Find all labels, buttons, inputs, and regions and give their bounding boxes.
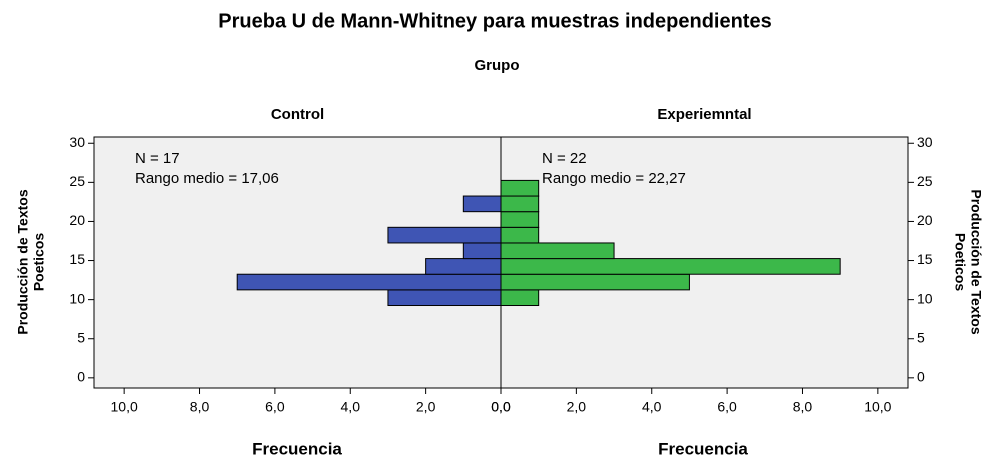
y-tick-label: 10 xyxy=(917,290,933,306)
panel-title: Experiemntal xyxy=(657,106,751,123)
annotation: Rango medio = 22,27 xyxy=(542,170,686,187)
x-tick-label: 6,0 xyxy=(265,399,285,415)
x-tick-label: 8,0 xyxy=(190,399,210,415)
bar xyxy=(500,195,540,213)
annotation: N = 17 xyxy=(135,150,180,167)
chart-subtitle: Grupo xyxy=(475,57,520,74)
bar xyxy=(236,273,502,291)
y-axis-label-line: Poeticos xyxy=(952,233,968,292)
bar xyxy=(500,258,841,275)
y-axis-label-line: Poeticos xyxy=(31,233,47,292)
y-tick-label: 25 xyxy=(917,173,933,189)
y-tick-label: 25 xyxy=(69,173,85,189)
panel-title: Control xyxy=(271,106,324,123)
bar xyxy=(500,273,690,291)
bar xyxy=(500,242,615,260)
bar xyxy=(500,179,540,197)
bar xyxy=(425,258,502,275)
y-axis-label: Producción de Textos Poeticos xyxy=(15,189,47,334)
y-tick-label: 20 xyxy=(69,212,85,228)
x-tick-label: 6,0 xyxy=(717,399,737,415)
bar xyxy=(500,226,540,244)
x-tick-label: 0,0 xyxy=(491,399,511,415)
y-tick-label: 5 xyxy=(77,329,85,345)
bar xyxy=(387,289,502,307)
x-tick-label: 10,0 xyxy=(864,399,891,415)
annotation: N = 22 xyxy=(542,150,587,167)
y-tick-label: 15 xyxy=(69,251,85,267)
y-tick-label: 15 xyxy=(917,251,933,267)
x-tick-label: 0,0 xyxy=(491,399,511,415)
chart-title: Prueba U de Mann-Whitney para muestras i… xyxy=(218,10,771,32)
bar xyxy=(500,289,540,307)
y-axis-label-line: Producción de Textos xyxy=(968,189,984,334)
y-tick-label: 10 xyxy=(69,290,85,306)
y-axis-label-right: Producción de Textos Poeticos xyxy=(952,189,984,334)
x-tick-label: 4,0 xyxy=(341,399,361,415)
y-tick-label: 0 xyxy=(917,369,925,385)
y-axis-label-line: Producción de Textos xyxy=(15,189,31,334)
y-tick-label: 0 xyxy=(77,369,85,385)
bar xyxy=(387,226,502,244)
y-tick-label: 30 xyxy=(917,134,933,150)
x-axis-label: Frecuencia xyxy=(658,439,748,458)
x-axis-label: Frecuencia xyxy=(252,439,342,458)
x-tick-label: 8,0 xyxy=(793,399,813,415)
annotation: Rango medio = 17,06 xyxy=(135,170,279,187)
bar xyxy=(462,195,502,213)
bar xyxy=(462,242,502,260)
x-tick-label: 4,0 xyxy=(642,399,662,415)
y-tick-label: 20 xyxy=(917,212,933,228)
x-tick-label: 2,0 xyxy=(567,399,587,415)
x-tick-label: 2,0 xyxy=(416,399,436,415)
y-tick-label: 30 xyxy=(69,134,85,150)
y-tick-label: 5 xyxy=(917,329,925,345)
x-tick-label: 10,0 xyxy=(111,399,138,415)
bar xyxy=(500,211,540,228)
